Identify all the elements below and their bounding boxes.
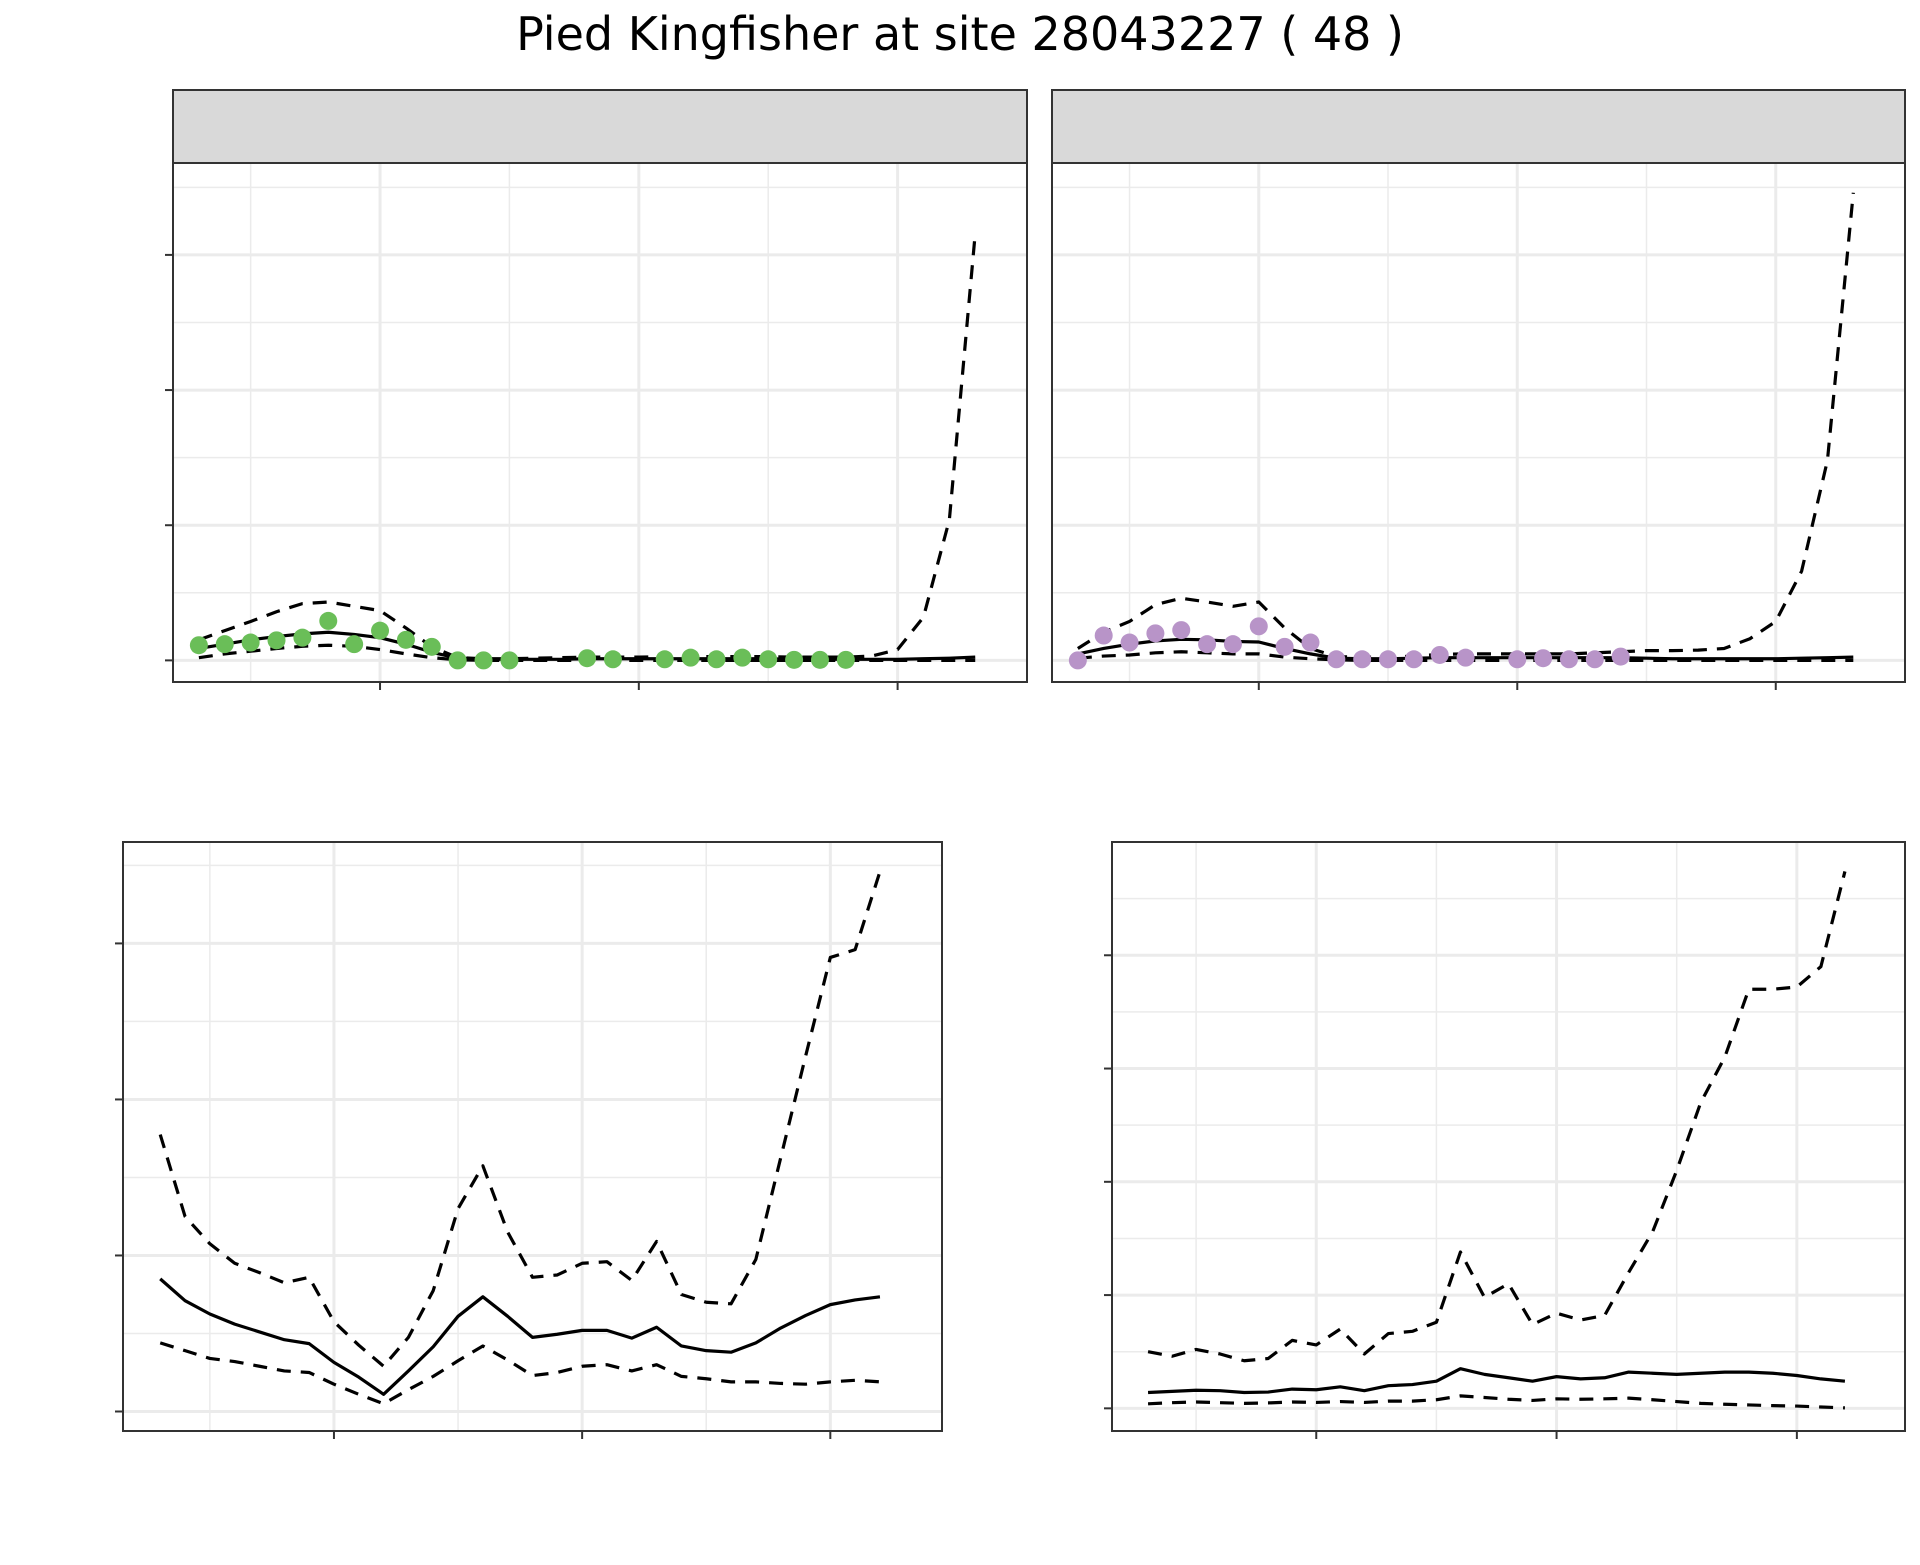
data-point — [1456, 648, 1475, 667]
growth-rate-panel-background — [123, 842, 942, 1431]
facet-panel-background — [173, 163, 1027, 682]
data-point — [1379, 650, 1398, 669]
data-point — [1172, 621, 1191, 640]
data-point — [448, 651, 467, 670]
data-point — [836, 650, 855, 669]
data-point — [1508, 650, 1527, 669]
ws-ratio-panel — [1104, 841, 1906, 1439]
data-point — [1585, 650, 1604, 669]
data-point — [1301, 633, 1320, 652]
data-point — [319, 611, 338, 630]
data-point — [1404, 650, 1423, 669]
lower-ci-line — [159, 1341, 881, 1406]
panel-border — [1111, 841, 1906, 1432]
data-point — [215, 635, 234, 654]
upper-ci-line — [1147, 871, 1847, 1363]
data-point — [733, 648, 752, 667]
plots — [115, 89, 1906, 1439]
data-point — [810, 650, 829, 669]
data-point — [785, 650, 804, 669]
data-point — [1120, 633, 1139, 652]
data-point — [1559, 650, 1578, 669]
data-point — [396, 630, 415, 649]
ws-ratio-panel-background — [1112, 842, 1905, 1431]
data-point — [1430, 645, 1449, 664]
data-point — [1611, 647, 1630, 666]
data-point — [707, 650, 726, 669]
facet-strip — [1051, 89, 1906, 164]
data-point — [603, 650, 622, 669]
growth-rate-series — [158, 871, 882, 1406]
data-point — [1327, 650, 1346, 669]
mean-line — [1147, 1367, 1846, 1395]
data-point — [759, 650, 778, 669]
data-point — [1068, 651, 1087, 670]
upper-ci-line — [158, 871, 882, 1368]
data-point — [1146, 624, 1165, 643]
data-point — [345, 635, 364, 654]
data-point — [655, 650, 674, 669]
data-point — [371, 621, 390, 640]
data-point — [681, 648, 700, 667]
data-point — [1223, 635, 1242, 654]
data-point — [1198, 635, 1217, 654]
data-point — [1094, 626, 1113, 645]
facet-panel-summer — [165, 89, 1028, 690]
data-point — [578, 649, 597, 668]
data-point — [1275, 637, 1294, 656]
facet-series — [189, 233, 977, 670]
data-point — [241, 633, 260, 652]
lower-ci-line — [1147, 1394, 1845, 1410]
data-point — [189, 636, 208, 655]
data-point — [293, 628, 312, 647]
ws-ratio-series — [1147, 871, 1847, 1410]
mean-line — [159, 1277, 881, 1396]
data-point — [500, 651, 519, 670]
data-point — [474, 651, 493, 670]
facet-series — [1068, 192, 1855, 670]
data-point — [422, 637, 441, 656]
data-point — [1249, 617, 1268, 636]
data-point — [1353, 650, 1372, 669]
data-point — [1534, 649, 1553, 668]
chart-title: Pied Kingfisher at site 28043227 ( 48 ) — [516, 7, 1404, 61]
panel-border — [122, 841, 943, 1432]
facet-panel-winter — [1051, 89, 1906, 690]
data-point — [267, 631, 286, 650]
growth-rate-panel — [115, 841, 943, 1439]
facet-strip — [172, 89, 1028, 164]
facet-panel-background — [1052, 163, 1905, 682]
